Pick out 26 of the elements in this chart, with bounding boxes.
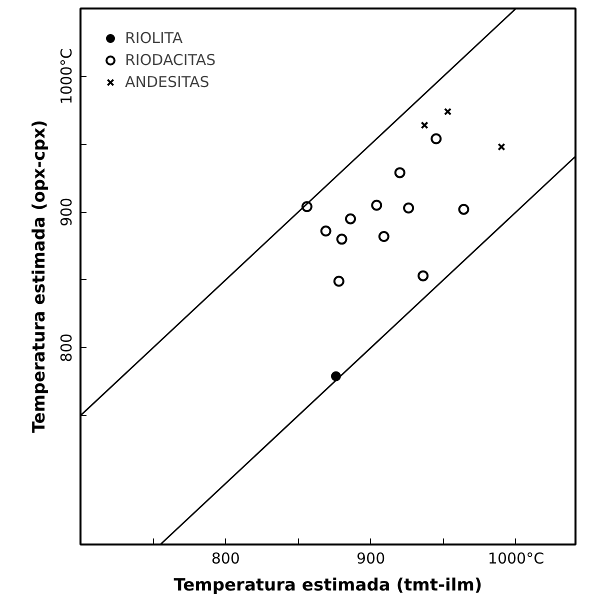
y-tick-label: 800 (58, 333, 76, 362)
point (378, 230, 390, 242)
point (394, 167, 406, 178)
x-tick-label: 800 (211, 550, 240, 568)
y-tick-label: 1000°C (58, 48, 76, 104)
legend-label: RIODACITAS (125, 51, 216, 69)
x-tick-label: 900 (356, 550, 386, 568)
legend-label: RIOLITA (125, 29, 183, 47)
x-tick-label: 1000°C (488, 550, 544, 568)
y-tick-label: 900 (58, 198, 76, 226)
point (320, 226, 332, 237)
point (301, 201, 312, 212)
point (420, 121, 428, 130)
point (444, 108, 452, 116)
point (458, 204, 470, 215)
point (498, 143, 506, 151)
point (371, 200, 382, 211)
point (430, 133, 442, 144)
point (345, 213, 356, 224)
x-axis-title: Temperatura estimada (tmt-ilm) (174, 576, 482, 596)
point (333, 276, 344, 287)
y-axis-title: Temperatura estimada (opx-cpx) (30, 120, 50, 434)
point (418, 270, 429, 282)
point (403, 202, 414, 214)
point (336, 234, 348, 245)
legend-label: ANDESITAS (125, 73, 210, 91)
